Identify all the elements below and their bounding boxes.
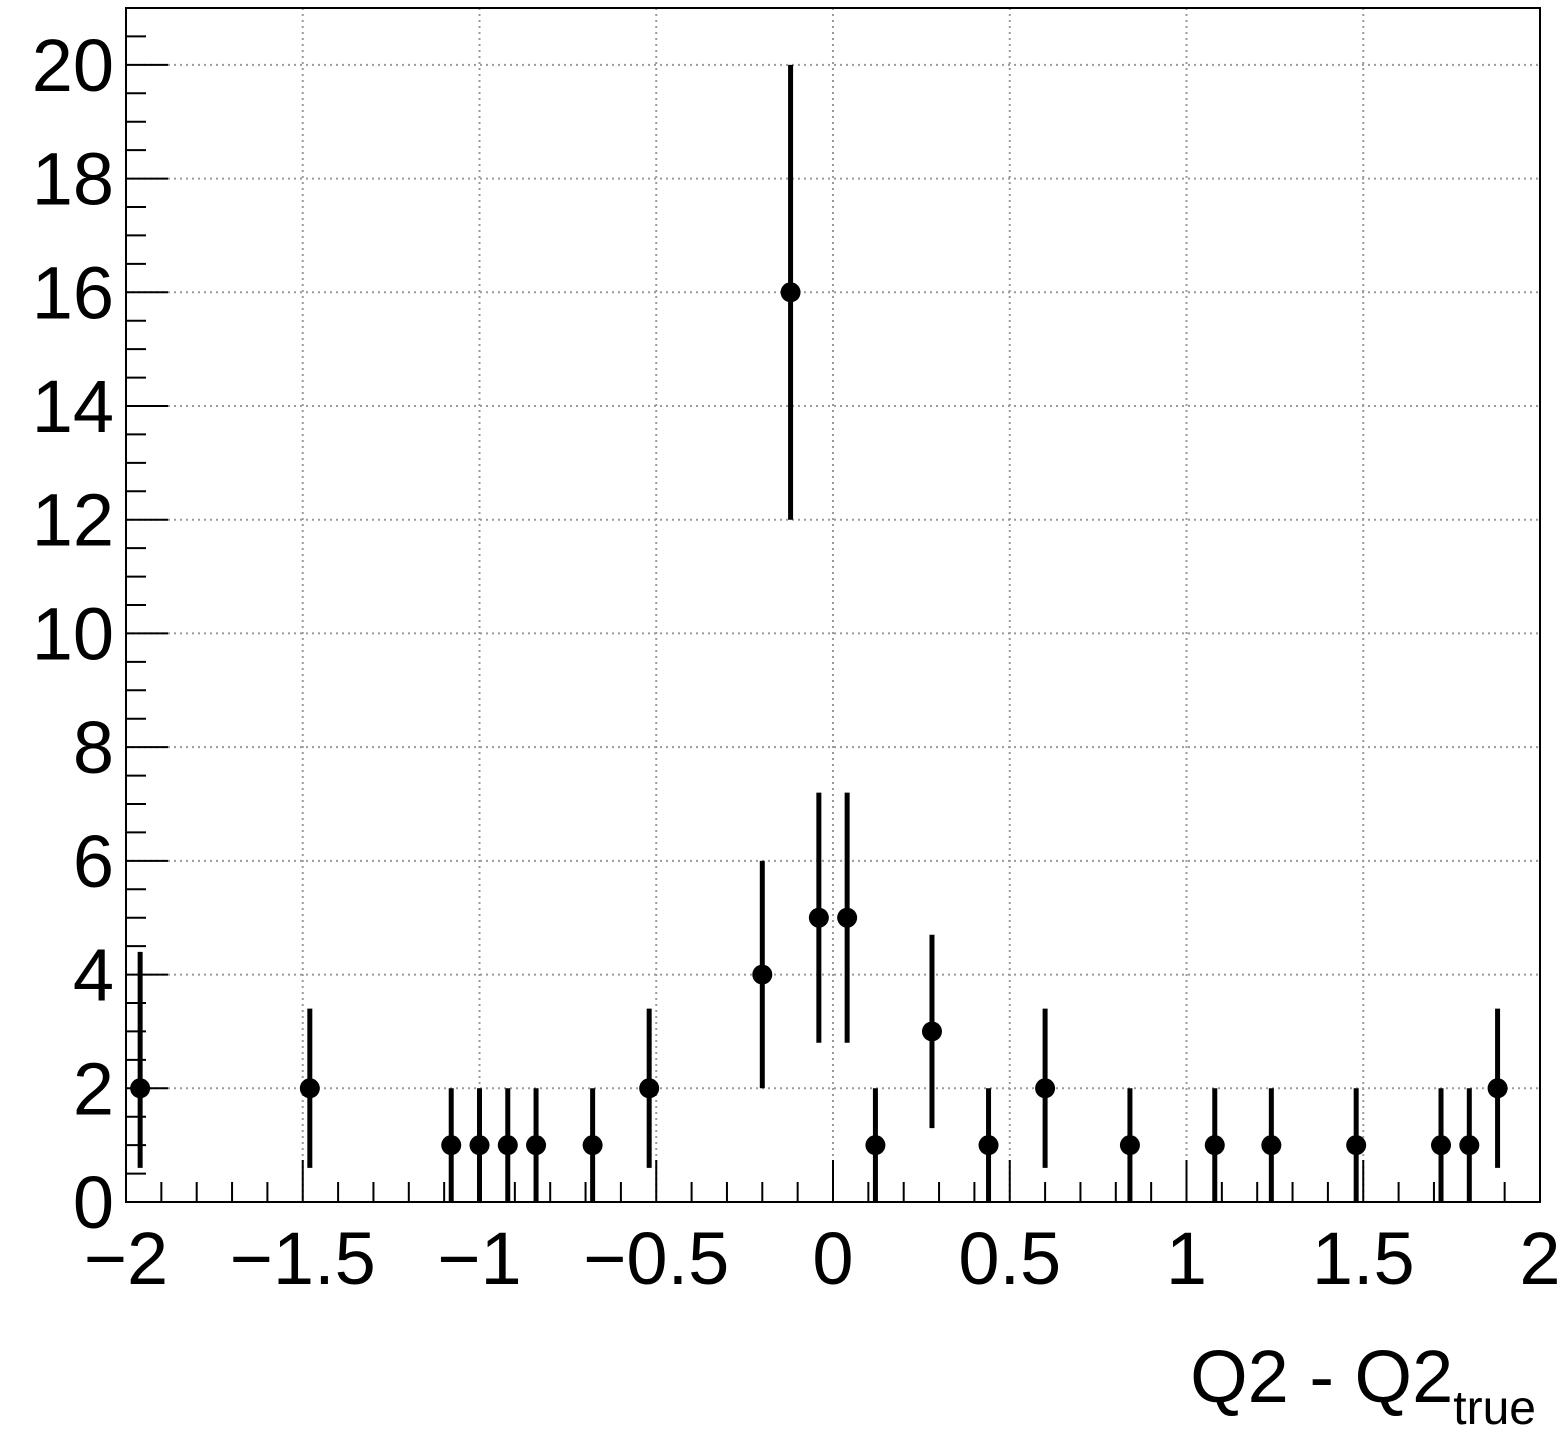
marker <box>497 1135 518 1156</box>
marker <box>1119 1135 1140 1156</box>
data-point <box>582 1088 603 1202</box>
data-points <box>130 64 1508 1202</box>
data-point <box>808 792 829 1043</box>
data-point <box>1431 1088 1452 1202</box>
marker <box>441 1135 462 1156</box>
y-tick-label: 18 <box>32 138 114 221</box>
y-tick-label: 2 <box>73 1047 114 1130</box>
data-point <box>1459 1088 1480 1202</box>
data-point <box>865 1088 886 1202</box>
y-tick-label: 16 <box>32 251 114 334</box>
data-point <box>1035 1008 1056 1168</box>
data-point <box>921 934 942 1129</box>
marker <box>582 1135 603 1156</box>
marker <box>1431 1135 1452 1156</box>
data-point <box>469 1088 490 1202</box>
marker <box>921 1021 942 1042</box>
marker <box>469 1135 490 1156</box>
grid <box>126 8 1540 1202</box>
marker <box>1459 1135 1480 1156</box>
marker <box>1204 1135 1225 1156</box>
x-axis-title-subscript: true <box>1453 1382 1536 1435</box>
marker <box>639 1078 660 1099</box>
data-point <box>1204 1088 1225 1202</box>
marker <box>1035 1078 1056 1099</box>
x-tick-label: −2 <box>84 1217 168 1300</box>
y-tick-label: 20 <box>32 24 114 107</box>
x-tick-label: 1.5 <box>1312 1217 1415 1300</box>
x-tick-label: 0.5 <box>958 1217 1061 1300</box>
marker <box>299 1078 320 1099</box>
plot-frame <box>125 7 1541 1203</box>
x-axis-title-main: Q2 - Q2 <box>1190 1335 1453 1418</box>
minor-ticks <box>125 7 1541 1203</box>
y-tick-label: 8 <box>73 706 114 789</box>
y-tick-label: 6 <box>73 820 114 903</box>
x-tick-label: 2 <box>1519 1217 1560 1300</box>
data-point <box>1119 1088 1140 1202</box>
data-point <box>837 792 858 1043</box>
marker <box>1487 1078 1508 1099</box>
data-point <box>299 1008 320 1168</box>
x-tick-label: −0.5 <box>583 1217 729 1300</box>
marker <box>808 907 829 928</box>
marker <box>780 282 801 303</box>
y-tick-labels: 0 2 4 6 8 10 12 14 16 18 20 <box>32 24 114 1244</box>
marker <box>978 1135 999 1156</box>
y-tick-label: 0 <box>73 1161 114 1244</box>
data-point <box>441 1088 462 1202</box>
data-point <box>497 1088 518 1202</box>
data-point <box>1487 1008 1508 1168</box>
marker <box>526 1135 547 1156</box>
marker <box>865 1135 886 1156</box>
x-axis-title: Q2 - Q2true <box>1190 1335 1536 1435</box>
data-point <box>130 951 151 1168</box>
y-tick-label: 4 <box>73 934 114 1017</box>
data-point <box>1261 1088 1282 1202</box>
x-tick-label: 0 <box>812 1217 853 1300</box>
marker <box>752 964 773 985</box>
data-point <box>526 1088 547 1202</box>
marker <box>837 907 858 928</box>
data-point <box>780 64 801 520</box>
marker <box>1261 1135 1282 1156</box>
y-tick-label: 12 <box>32 479 114 562</box>
data-point <box>978 1088 999 1202</box>
data-point <box>752 860 773 1089</box>
y-tick-label: 10 <box>32 592 114 675</box>
x-tick-label: −1 <box>437 1217 521 1300</box>
marker <box>1346 1135 1367 1156</box>
marker <box>130 1078 151 1099</box>
x-tick-labels: −2 −1.5 −1 −0.5 0 0.5 1 1.5 2 <box>84 1217 1561 1300</box>
data-point <box>639 1008 660 1168</box>
x-tick-label: 1 <box>1166 1217 1207 1300</box>
y-tick-label: 14 <box>32 365 114 448</box>
x-tick-label: −1.5 <box>230 1217 376 1300</box>
data-point <box>1346 1088 1367 1202</box>
